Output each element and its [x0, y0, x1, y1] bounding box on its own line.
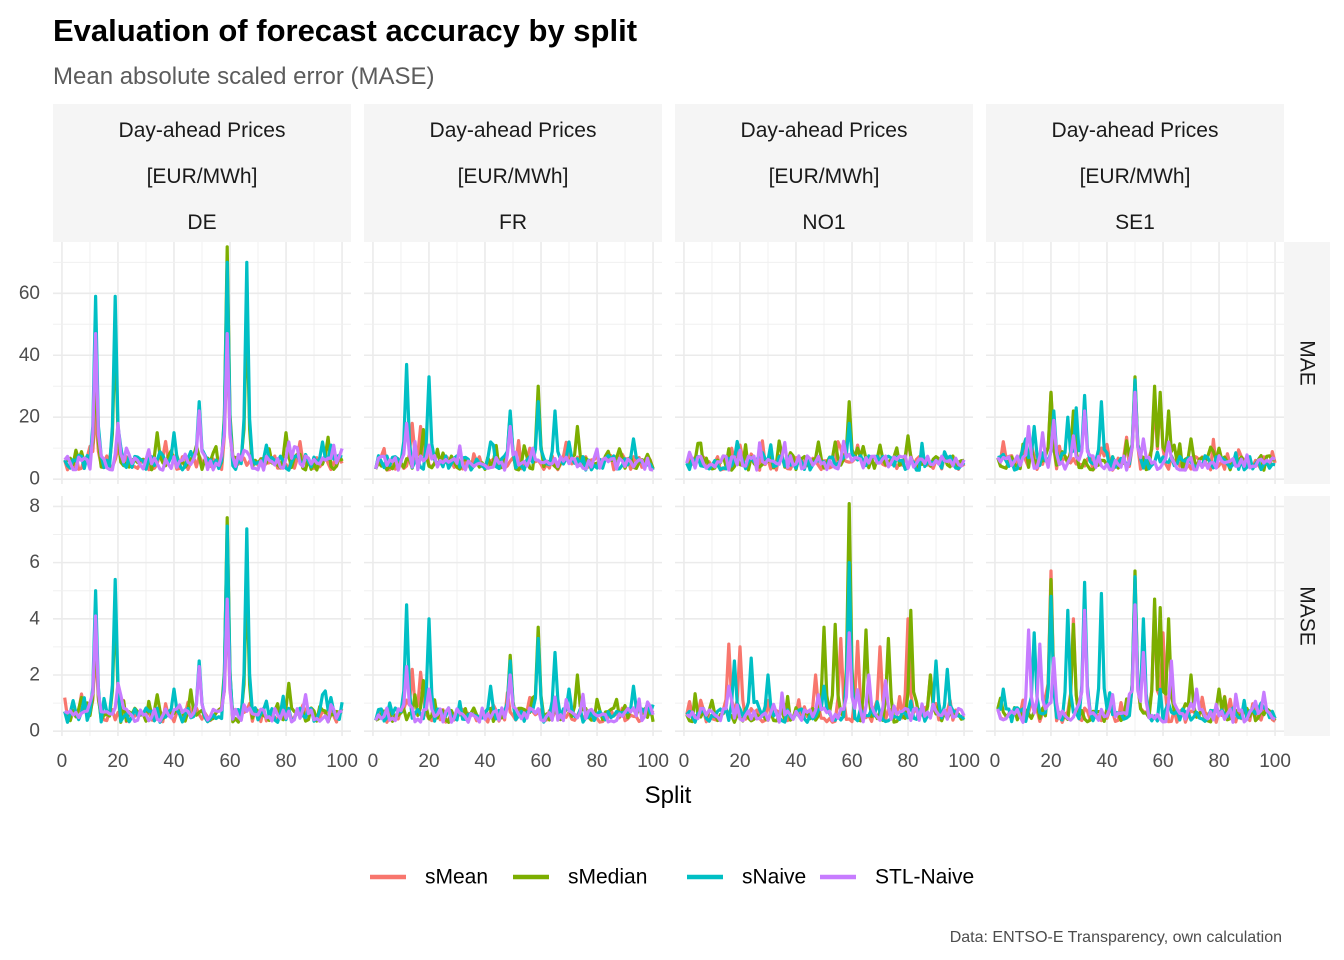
- y-tick-label: 0: [29, 469, 40, 490]
- strip-label-line2: [EUR/MWh]: [769, 165, 880, 188]
- panel-se1-mase: 0 20 40 60 80 100: [986, 496, 1291, 772]
- legend-label: STL-Naive: [875, 866, 974, 889]
- strip-label-line2: [EUR/MWh]: [147, 165, 258, 188]
- x-tick-label: 20: [729, 751, 750, 772]
- strip-label-line2: [EUR/MWh]: [458, 165, 569, 188]
- series-line-stl-naive: [996, 603, 1276, 724]
- panel-de-mae: 0 20 40 60: [19, 242, 351, 490]
- x-tick-label: 0: [679, 751, 690, 772]
- strip-label-line3: SE1: [1115, 211, 1155, 234]
- legend-item-smedian: sMedian: [513, 866, 647, 889]
- y-tick-label: 0: [29, 721, 40, 742]
- x-tick-label: 60: [841, 751, 862, 772]
- row-strip-mae: MAE: [1284, 242, 1330, 484]
- x-tick-label: 40: [163, 751, 184, 772]
- series-line-stl-naive: [374, 665, 655, 724]
- panel-se1-mae: [986, 242, 1284, 484]
- strip-label-line1: Day-ahead Prices: [1052, 119, 1219, 142]
- legend-label: sNaive: [742, 866, 806, 889]
- strip-label-line3: DE: [187, 211, 216, 234]
- panel-no1-mae: [675, 242, 973, 484]
- x-tick-label: 20: [418, 751, 439, 772]
- grid: [364, 496, 662, 736]
- column-strip-de: Day-ahead Prices [EUR/MWh] DE: [53, 104, 351, 242]
- x-tick-label: 40: [1096, 751, 1117, 772]
- column-strip-no1: Day-ahead Prices [EUR/MWh] NO1: [675, 104, 973, 242]
- strip-label-line3: NO1: [802, 211, 845, 234]
- x-tick-label: 100: [326, 751, 358, 772]
- x-tick-label: 80: [897, 751, 918, 772]
- row-strip-label: MASE: [1296, 586, 1319, 646]
- row-strip-mase: MASE: [1284, 496, 1330, 736]
- series-line-stl-naive: [685, 439, 966, 472]
- legend-label: sMedian: [568, 866, 647, 889]
- x-tick-label: 20: [107, 751, 128, 772]
- x-axis-title: Split: [645, 782, 692, 809]
- x-tick-label: 0: [990, 751, 1001, 772]
- panel-fr-mase: 0 20 40 60 80 100: [364, 496, 669, 772]
- y-tick-label: 20: [19, 407, 40, 428]
- legend-item-snaive: sNaive: [687, 866, 806, 889]
- x-tick-label: 60: [219, 751, 240, 772]
- strip-label-line1: Day-ahead Prices: [119, 119, 286, 142]
- legend-item-stl-naive: STL-Naive: [820, 866, 974, 889]
- y-tick-label: 60: [19, 283, 40, 304]
- x-tick-label: 60: [530, 751, 551, 772]
- strip-label-line1: Day-ahead Prices: [741, 119, 908, 142]
- legend-item-smean: sMean: [370, 866, 488, 889]
- x-tick-label: 60: [1152, 751, 1173, 772]
- strip-label-line2: [EUR/MWh]: [1080, 165, 1191, 188]
- y-tick-label: 6: [29, 552, 40, 573]
- x-tick-label: 100: [948, 751, 980, 772]
- x-tick-label: 80: [275, 751, 296, 772]
- series-line-stl-naive: [996, 390, 1276, 472]
- chart-subtitle: Mean absolute scaled error (MASE): [53, 63, 435, 90]
- panel-fr-mae: [364, 242, 662, 484]
- x-tick-label: 100: [637, 751, 669, 772]
- x-tick-label: 0: [57, 751, 68, 772]
- chart-caption: Data: ENTSO-E Transparency, own calculat…: [950, 929, 1282, 946]
- series-line-smean: [685, 439, 966, 472]
- chart-title: Evaluation of forecast accuracy by split: [53, 13, 637, 48]
- x-tick-label: 80: [586, 751, 607, 772]
- legend-label: sMean: [425, 866, 488, 889]
- series-line-snaive: [63, 524, 344, 724]
- x-tick-label: 20: [1040, 751, 1061, 772]
- x-tick-label: 100: [1259, 751, 1291, 772]
- column-strip-se1: Day-ahead Prices [EUR/MWh] SE1: [986, 104, 1284, 242]
- y-tick-label: 8: [29, 496, 40, 517]
- series-line-stl-naive: [685, 631, 966, 724]
- x-tick-label: 80: [1208, 751, 1229, 772]
- y-tick-label: 40: [19, 345, 40, 366]
- series-line-stl-naive: [374, 421, 654, 472]
- panel-no1-mase: 0 20 40 60 80 100: [675, 496, 980, 772]
- y-tick-label: 4: [29, 608, 40, 629]
- grid: [675, 242, 973, 484]
- y-tick-label: 2: [29, 665, 40, 686]
- series-line-stl-naive: [63, 332, 344, 472]
- series-line-smedian: [64, 245, 344, 472]
- strip-label-line1: Day-ahead Prices: [430, 119, 597, 142]
- series-line-smedian: [63, 516, 343, 724]
- x-tick-label: 40: [785, 751, 806, 772]
- x-tick-label: 0: [368, 751, 379, 772]
- legend: sMean sMedian sNaive STL-Naive: [370, 866, 974, 889]
- column-strip-fr: Day-ahead Prices [EUR/MWh] FR: [364, 104, 662, 242]
- x-tick-label: 40: [474, 751, 495, 772]
- strip-label-line3: FR: [499, 211, 527, 234]
- series-line-stl-naive: [63, 597, 343, 724]
- row-strip-label: MAE: [1296, 340, 1319, 386]
- series-line-snaive: [374, 362, 655, 472]
